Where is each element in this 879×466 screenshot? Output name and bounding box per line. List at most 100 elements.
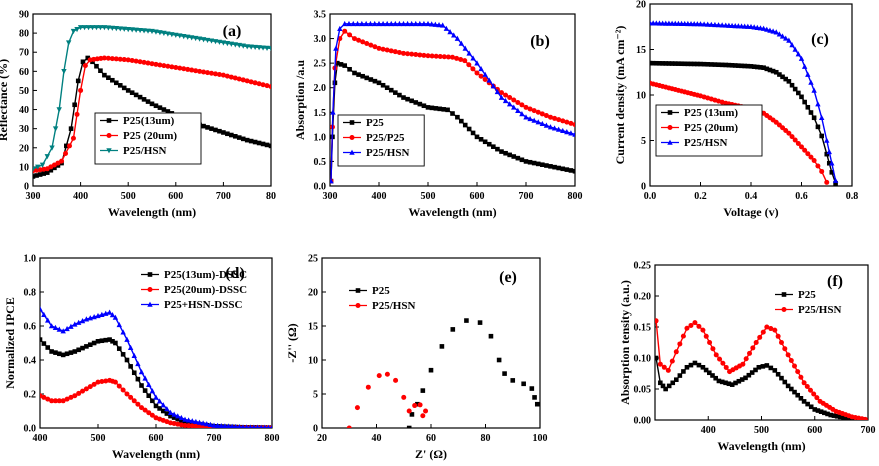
data-point	[150, 398, 155, 404]
data-point	[157, 406, 162, 411]
data-point	[153, 394, 159, 400]
data-point	[175, 416, 181, 422]
y-tick-label: 0.25	[634, 261, 652, 272]
data-point	[137, 59, 143, 65]
data-point	[760, 25, 767, 31]
data-point	[799, 94, 804, 100]
data-point	[208, 38, 215, 44]
data-point	[764, 66, 770, 72]
data-point	[801, 380, 807, 386]
data-point	[201, 123, 206, 129]
data-point	[244, 44, 250, 50]
y-tick-label: 15	[308, 322, 318, 333]
data-point	[90, 59, 95, 65]
data-point	[157, 30, 163, 36]
data-point	[103, 337, 109, 343]
legend-label: P25/P25	[366, 132, 405, 144]
data-point	[789, 42, 795, 48]
legend-box	[655, 104, 763, 157]
data-point	[367, 20, 374, 27]
data-point	[466, 126, 472, 132]
data-point	[91, 340, 97, 346]
data-point	[713, 375, 719, 381]
data-point	[754, 24, 761, 30]
data-point	[141, 28, 147, 34]
data-point	[141, 97, 147, 102]
data-point	[750, 345, 756, 351]
data-point	[204, 37, 211, 44]
x-tick-label: 500	[121, 191, 136, 202]
data-point	[707, 340, 713, 345]
x-tick-label: 0.4	[745, 191, 758, 202]
data-point	[421, 52, 427, 58]
data-point	[263, 424, 267, 428]
data-point	[52, 126, 59, 132]
data-point	[825, 411, 830, 417]
data-point	[205, 125, 210, 130]
data-point	[233, 423, 238, 428]
data-point	[660, 61, 665, 66]
data-point	[743, 356, 749, 362]
data-point	[337, 25, 343, 32]
panel-c: 0.0 0.2 0.4 0.6 0.8 0 5 10 15 20 Voltage (v) Curren…	[613, 0, 858, 219]
data-point	[764, 324, 770, 330]
series-group	[346, 318, 540, 428]
data-point	[99, 379, 105, 385]
y-tick-label: 0.6	[24, 322, 37, 333]
data-point	[252, 424, 256, 428]
data-point	[420, 413, 426, 419]
data-point	[139, 405, 144, 411]
data-point	[710, 346, 716, 352]
data-point	[164, 411, 170, 416]
data-point	[751, 24, 757, 30]
x-tick-label: 500	[91, 433, 106, 444]
data-point	[841, 415, 846, 420]
data-point	[716, 62, 721, 68]
y-tick-label: 25	[308, 254, 318, 265]
y-axis-label: Normalized IPCE	[3, 297, 17, 389]
data-point	[240, 43, 246, 49]
data-point	[207, 421, 214, 428]
data-point	[705, 62, 711, 67]
data-point	[758, 65, 763, 70]
data-point	[41, 171, 47, 176]
data-point	[342, 20, 348, 27]
data-point	[91, 381, 97, 387]
data-point	[178, 414, 185, 421]
data-point	[45, 345, 51, 350]
data-point	[805, 71, 811, 77]
data-point	[474, 70, 480, 76]
data-point	[681, 369, 686, 374]
panel-b: 300 400 500 600 700 800 0.0 0.5 1.0 1.5 2.0 2.5 3.0 3…	[293, 10, 583, 220]
data-point	[131, 398, 137, 404]
data-point	[37, 172, 43, 177]
data-point	[478, 137, 484, 142]
data-point	[783, 76, 789, 82]
data-point	[778, 340, 784, 345]
data-point	[696, 362, 702, 368]
data-point	[539, 111, 545, 117]
data-point	[97, 25, 104, 31]
legend-marker	[349, 149, 355, 155]
data-point	[775, 333, 781, 339]
data-point	[703, 367, 709, 373]
data-point	[515, 99, 521, 105]
data-point	[388, 48, 394, 54]
data-point	[527, 159, 533, 165]
data-point	[568, 130, 574, 136]
y-tick-label: 20	[636, 0, 646, 11]
data-point	[94, 63, 99, 69]
data-point	[665, 367, 671, 373]
data-point	[423, 408, 429, 414]
data-point	[201, 69, 207, 75]
data-point	[70, 28, 77, 35]
data-point	[458, 57, 464, 63]
data-point	[33, 174, 36, 179]
data-point	[142, 407, 148, 413]
panel-tag: (f)	[827, 273, 843, 290]
data-point	[552, 115, 558, 121]
y-tick-label: 90	[19, 10, 29, 21]
data-point	[330, 109, 336, 115]
data-point	[177, 33, 183, 39]
y-tick-label: 5	[641, 136, 646, 147]
